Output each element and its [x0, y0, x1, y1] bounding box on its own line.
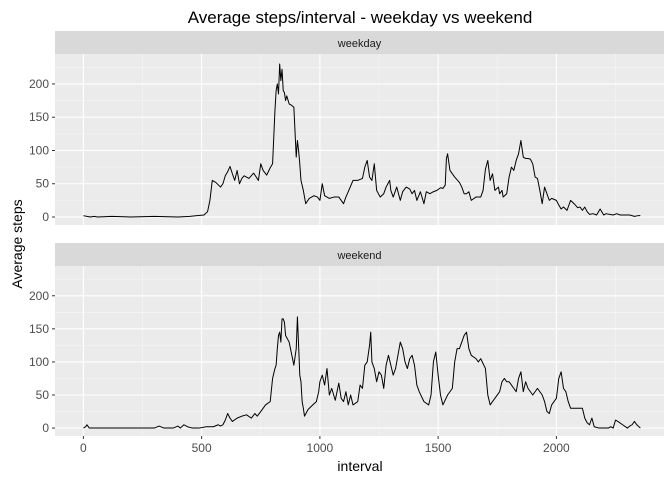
facet-strip	[55, 31, 664, 54]
y-tick-label: 100	[29, 143, 49, 157]
y-tick-label: 0	[42, 210, 49, 224]
y-tick-label: 50	[36, 388, 50, 402]
y-tick-label: 150	[29, 110, 49, 124]
y-tick-label: 200	[29, 289, 49, 303]
facet-strip	[55, 243, 664, 266]
facet-strip-label: weekend	[336, 250, 381, 262]
x-tick-label: 0	[80, 441, 87, 455]
chart-title: Average steps/interval - weekday vs week…	[188, 8, 533, 27]
y-tick-label: 100	[29, 355, 49, 369]
plot-panel-background	[55, 54, 664, 225]
x-tick-label: 500	[192, 441, 212, 455]
y-tick-label: 150	[29, 322, 49, 336]
series-line-weekend	[83, 316, 641, 429]
x-tick-label: 1000	[307, 441, 334, 455]
x-tick-label: 2000	[543, 441, 570, 455]
x-tick-label: 1500	[425, 441, 452, 455]
y-tick-label: 50	[36, 177, 50, 191]
series-line-weekday	[83, 63, 641, 218]
y-tick-label: 200	[29, 77, 49, 91]
y-tick-label: 0	[42, 421, 49, 435]
plot-panel-background	[55, 266, 664, 436]
facet-strip-label: weekday	[337, 38, 382, 50]
facet-panel-weekday: weekday 0 50 100 150 200	[29, 31, 664, 225]
y-axis-title: Average steps	[9, 199, 25, 288]
x-axis-title: interval	[337, 458, 382, 474]
